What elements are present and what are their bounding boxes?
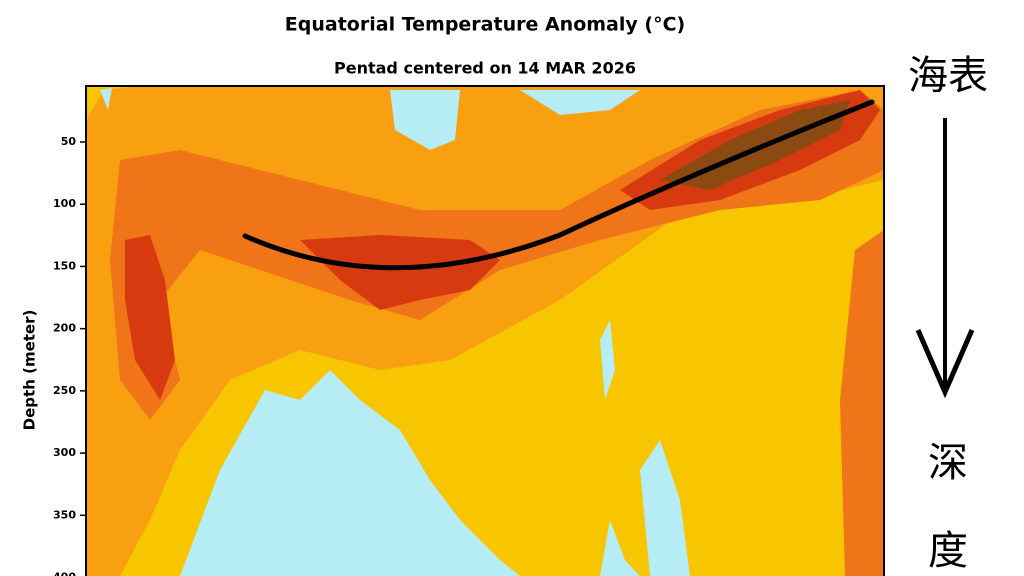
y-axis-label: Depth (meter)	[21, 310, 39, 431]
y-tick-label: 50	[61, 135, 77, 148]
contour-blue	[520, 90, 640, 115]
y-tick-label: 350	[53, 508, 76, 521]
y-tick-label: 200	[53, 322, 76, 335]
arrow-head	[915, 329, 975, 399]
y-tick-label: 300	[53, 446, 76, 459]
contour-dark-orange	[840, 230, 884, 576]
contour-field	[86, 86, 884, 576]
thermocline-curve	[242, 99, 875, 271]
contour-red	[125, 235, 175, 400]
y-tick-label: 400	[53, 571, 76, 576]
y-tick-label: 100	[53, 197, 76, 210]
chart-title: Equatorial Temperature Anomaly (°C)	[285, 14, 685, 36]
contour-blue	[390, 90, 460, 150]
y-tick-label: 150	[53, 259, 76, 272]
contour-blue	[600, 440, 690, 576]
y-tick-label: 250	[53, 384, 76, 397]
annotation: 海表	[908, 53, 988, 99]
contour-red	[300, 235, 500, 310]
contour-blue	[100, 88, 112, 110]
contour-blue	[600, 320, 615, 400]
annotation: 深	[928, 440, 968, 486]
chart-subtitle: Pentad centered on 14 MAR 2026	[334, 59, 636, 78]
annotation: 度	[928, 528, 968, 574]
contour-blue	[180, 370, 520, 576]
plot-frame	[85, 85, 885, 576]
